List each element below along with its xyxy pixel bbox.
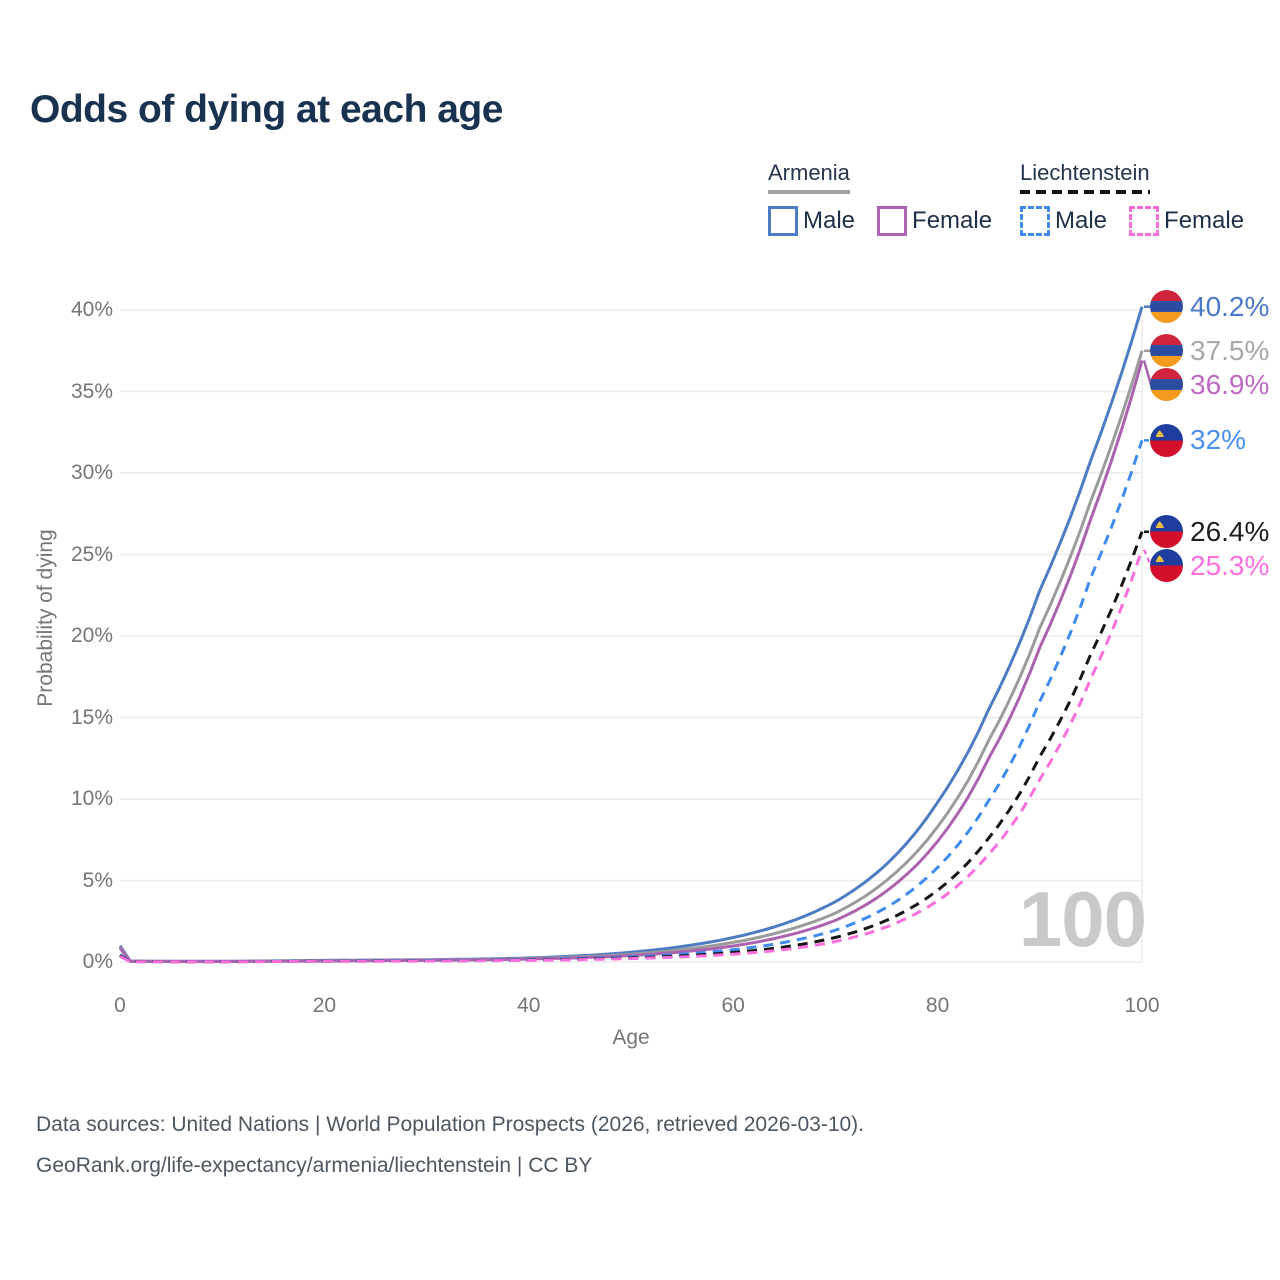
y-tick-40%: 40% — [70, 298, 113, 321]
end-value-armenia-male: 40.2% — [1190, 290, 1270, 322]
x-axis-title: Age — [612, 1026, 650, 1049]
armenia-male-swatch-icon — [768, 206, 798, 236]
y-tick-35%: 35% — [70, 379, 113, 403]
liechtenstein-female-swatch-icon — [1129, 206, 1160, 236]
armenia-flag-icon — [1150, 290, 1183, 324]
legend-series-liechtenstein-both[interactable]: Liechtenstein — [1020, 160, 1150, 199]
y-tick-10%: 10% — [70, 787, 113, 810]
liechtenstein-male-label: Male — [1055, 207, 1108, 234]
y-tick-20%: 20% — [70, 624, 113, 647]
x-tick-40: 40 — [517, 994, 541, 1017]
x-tick-80: 80 — [925, 994, 950, 1017]
series-line-liechtenstein-both — [119, 531, 1144, 964]
end-label-liechtenstein-female: 25.3% — [1150, 549, 1269, 583]
legend-liechtenstein-label: Liechtenstein — [1020, 160, 1150, 185]
armenia-female-label: Female — [912, 207, 993, 234]
armenia-male-label: Male — [803, 207, 856, 234]
age-counter-watermark: 100 — [1018, 875, 1147, 963]
x-tick-60: 60 — [721, 994, 745, 1017]
liechtenstein-line-swatch — [1020, 190, 1150, 194]
armenia-flag-icon — [1150, 334, 1183, 368]
y-tick-25%: 25% — [70, 542, 113, 566]
armenia-flag-icon — [1150, 368, 1183, 402]
legend-item-liechtenstein-female[interactable]: Female — [1129, 206, 1244, 236]
legend-item-armenia-female[interactable]: Female — [877, 206, 992, 236]
end-label-armenia-male: 40.2% — [1150, 290, 1269, 324]
y-tick-15%: 15% — [70, 705, 113, 729]
end-value-armenia-female: 36.9% — [1190, 368, 1270, 400]
armenia-line-swatch — [768, 190, 850, 194]
end-value-liechtenstein-male: 32% — [1190, 424, 1247, 456]
y-tick-5%: 5% — [82, 868, 113, 892]
footer-data-sources: Data sources: United Nations | World Pop… — [36, 1113, 865, 1136]
chart-title: Odds of dying at each age — [30, 88, 503, 131]
series-line-armenia-female — [118, 360, 1144, 963]
series-line-armenia-both — [118, 350, 1144, 963]
legend-item-armenia-male[interactable]: Male — [768, 206, 855, 236]
y-axis-title: Probability of dying — [34, 529, 57, 707]
end-label-liechtenstein-both: 26.4% — [1150, 515, 1269, 549]
y-tick-0%: 0% — [82, 950, 113, 973]
legend-item-liechtenstein-male[interactable]: Male — [1020, 206, 1107, 236]
footer-attribution-link: GeoRank.org/life-expectancy/armenia/liec… — [36, 1154, 593, 1177]
legend-group-liechtenstein: Liechtenstein Male Female — [1020, 160, 1244, 236]
series-line-liechtenstein-male — [119, 439, 1144, 964]
liechtenstein-flag-icon — [1150, 423, 1183, 457]
liechtenstein-female-label: Female — [1164, 207, 1245, 234]
x-tick-0: 0 — [114, 994, 126, 1017]
legend-series-armenia-both[interactable]: Armenia — [768, 160, 850, 199]
liechtenstein-male-swatch-icon — [1020, 206, 1050, 236]
end-label-armenia-female: 36.9% — [1150, 368, 1269, 402]
legend-group-armenia: Armenia Male Female — [768, 160, 992, 236]
legend-armenia-label: Armenia — [768, 160, 850, 185]
series-line-liechtenstein-female — [119, 549, 1144, 964]
liechtenstein-flag-icon — [1150, 515, 1183, 549]
end-value-liechtenstein-female: 25.3% — [1190, 549, 1270, 581]
end-label-liechtenstein-male: 32% — [1150, 423, 1246, 457]
end-label-armenia-both: 37.5% — [1150, 334, 1269, 368]
x-tick-100: 100 — [1124, 994, 1160, 1017]
x-tick-20: 20 — [312, 994, 337, 1017]
footer: Data sources: United Nations | World Pop… — [36, 1104, 864, 1186]
armenia-female-swatch-icon — [877, 206, 908, 236]
series-line-armenia-male — [118, 306, 1144, 963]
end-value-armenia-both: 37.5% — [1190, 334, 1270, 366]
liechtenstein-flag-icon — [1150, 549, 1183, 583]
y-tick-30%: 30% — [70, 461, 113, 484]
end-value-liechtenstein-both: 26.4% — [1190, 515, 1270, 547]
